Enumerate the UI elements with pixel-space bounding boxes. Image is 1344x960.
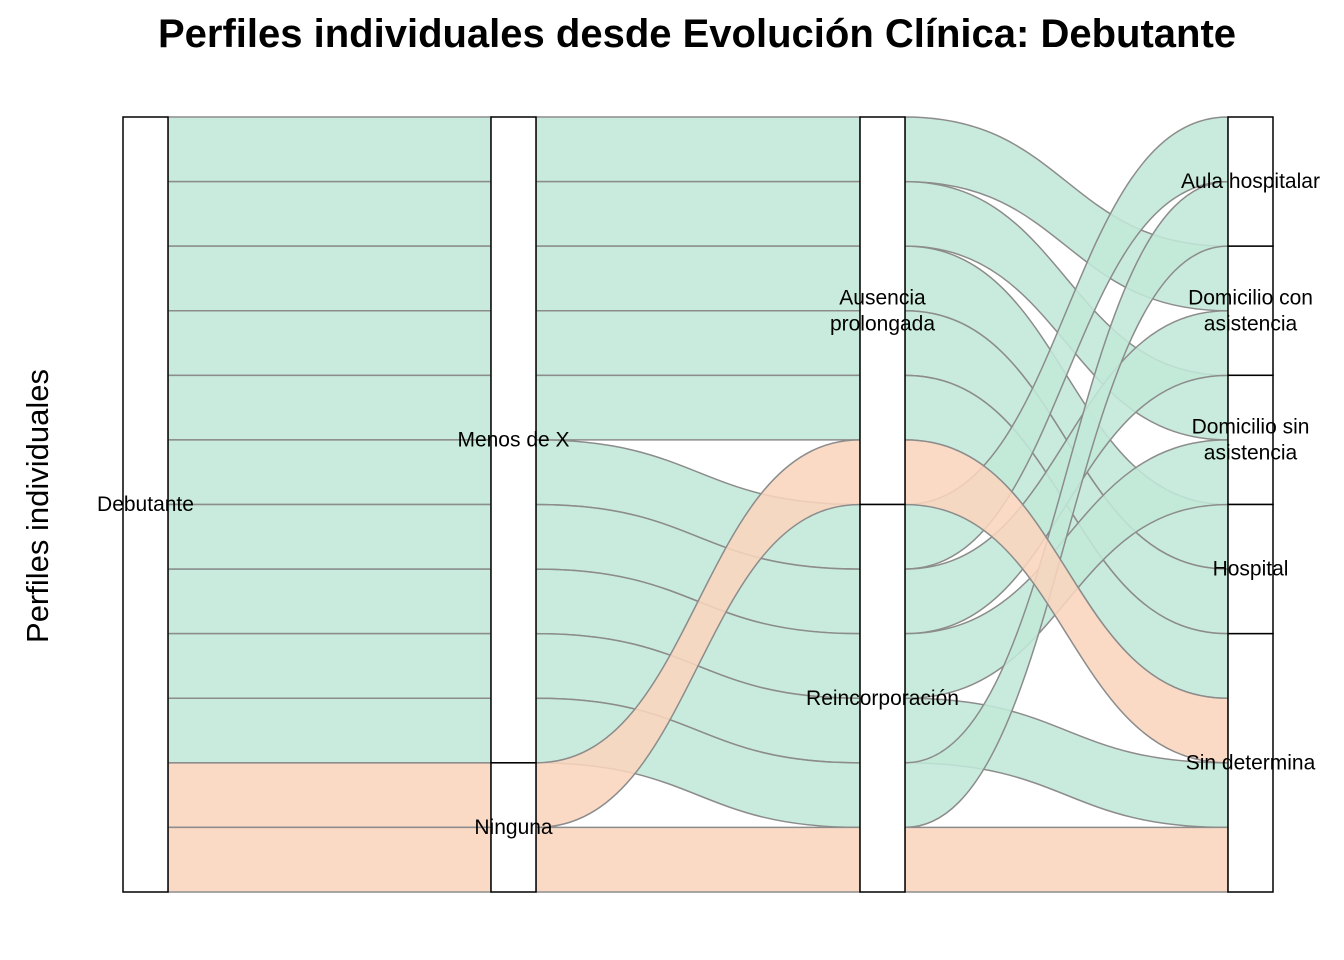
flow-9-segment-1 [167, 632, 492, 700]
stratum-ausencia-prolongada [859, 116, 906, 506]
stratum-label-aula-hospitalar: Aula hospitalar [1181, 170, 1320, 193]
stratum-label-sin-determina: Sin determina [1186, 751, 1316, 774]
stratum-label-debutante: Debutante [97, 493, 194, 516]
chart-title: Perfiles individuales desde Evolución Cl… [157, 12, 1237, 56]
flow-3-segment-1 [167, 245, 492, 312]
flow-12-segment-3 [904, 826, 1229, 893]
flow-1-segment-1 [167, 116, 492, 183]
flow-11-segment-1 [167, 762, 492, 829]
flow-7-segment-1 [167, 503, 492, 570]
flow-12-segment-1 [167, 826, 492, 893]
stratum-sin-determina [1227, 632, 1274, 893]
stratum-debutante [122, 116, 169, 893]
stratum-label-domicilio-sin-asistencia-line-1: Domicilio sin [1192, 415, 1310, 438]
stratum-label-ausencia-prolongada-line-1: Ausencia [839, 286, 926, 309]
stratum-reincorporacion [859, 503, 906, 893]
stratum-ninguna [490, 762, 537, 893]
flow-5-segment-2 [535, 374, 861, 441]
stratum-label-domicilio-sin-asistencia-line-2: asistencia [1204, 441, 1298, 464]
stratum-aula-hospitalar [1227, 116, 1274, 247]
flow-10-segment-1 [167, 697, 492, 764]
stratum-label-reincorporacion: Reincorporación [806, 687, 959, 710]
flow-4-segment-2 [535, 309, 861, 377]
flow-3-segment-2 [535, 245, 861, 312]
stratum-label-domicilio-con-asistencia-line-1: Domicilio con [1188, 286, 1313, 309]
flow-1-segment-2 [535, 116, 861, 183]
stratum-domicilio-con-asistencia [1227, 245, 1274, 377]
flow-8-segment-1 [167, 568, 492, 635]
y-axis-label: Perfiles individuales [20, 369, 55, 643]
flow-5-segment-1 [167, 374, 492, 441]
flow-12-segment-2 [535, 826, 861, 893]
stratum-label-ausencia-prolongada-line-2: prolongada [830, 312, 935, 335]
flow-6-segment-1 [167, 439, 492, 506]
strata-layer [122, 116, 1274, 893]
stratum-menos-de-x [490, 116, 537, 764]
flows-layer [167, 116, 1229, 893]
stratum-label-hospital: Hospital [1213, 558, 1289, 581]
stratum-label-ninguna: Ninguna [474, 816, 553, 839]
flow-4-segment-1 [167, 309, 492, 377]
stratum-label-menos-de-x: Menos de X [457, 428, 569, 451]
stratum-labels: Debutante Menos de X Ninguna Ausencia prolon… [97, 170, 1320, 839]
flow-2-segment-1 [167, 180, 492, 247]
stratum-label-domicilio-con-asistencia-line-2: asistencia [1204, 312, 1298, 335]
stratum-domicilio-sin-asistencia [1227, 374, 1274, 506]
flow-2-segment-2 [535, 180, 861, 247]
